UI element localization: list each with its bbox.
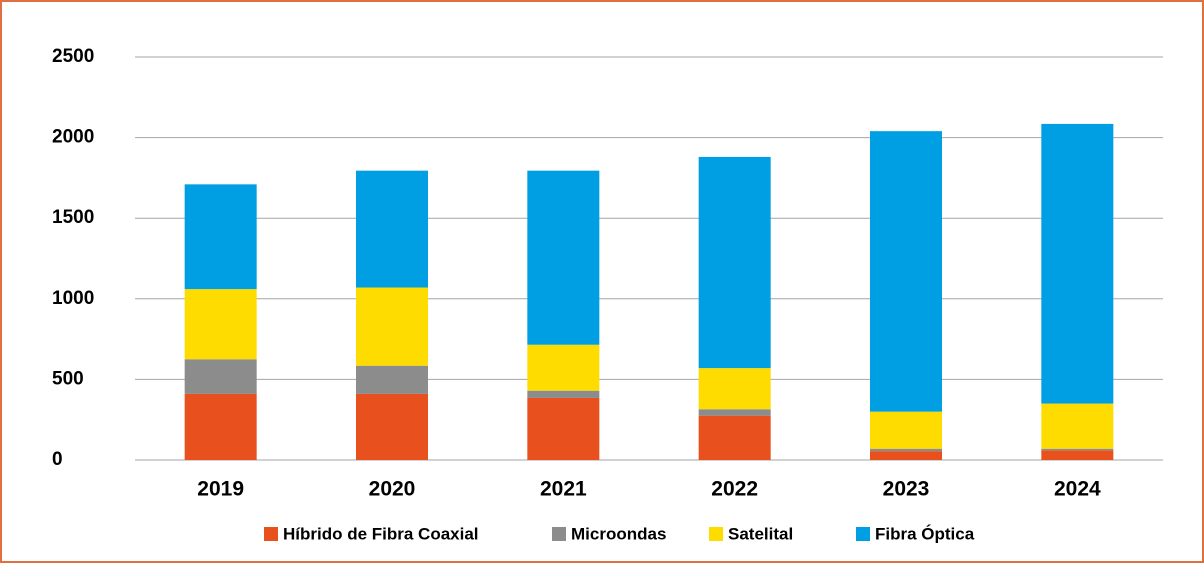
bar-segment (184, 359, 257, 394)
bar-segment (527, 344, 600, 391)
legend-label: Híbrido de Fibra Coaxial (283, 524, 479, 543)
bar-segment (870, 451, 942, 460)
bar-segment (184, 393, 257, 460)
bar-segment (698, 368, 771, 410)
bar-segment (870, 448, 942, 452)
bar-segment (184, 289, 257, 360)
x-tick-label: 2024 (1054, 478, 1101, 501)
bar-segment (698, 156, 771, 369)
bar-segment (1041, 403, 1114, 449)
x-tick-label: 2021 (540, 478, 587, 501)
bar-segment (356, 365, 428, 394)
x-tick-label: 2019 (197, 478, 244, 501)
bar-segment (527, 390, 600, 398)
bar-segment (527, 170, 600, 345)
bar-segment (870, 411, 942, 449)
y-tick-label: 1500 (52, 207, 94, 228)
legend-swatch (552, 527, 566, 541)
bar-segment (356, 287, 428, 366)
bar-segment (1041, 450, 1114, 460)
bar-segment (1041, 448, 1114, 451)
x-tick-label: 2022 (711, 478, 758, 501)
legend-swatch (709, 527, 723, 541)
y-tick-label: 1000 (52, 288, 94, 309)
legend-label: Fibra Óptica (875, 524, 975, 543)
legend-swatch (264, 527, 278, 541)
y-tick-label: 2000 (52, 127, 94, 148)
bar-segment (698, 409, 771, 416)
legend-label: Microondas (571, 524, 666, 543)
x-tick-label: 2023 (883, 478, 930, 501)
y-tick-label: 500 (52, 368, 84, 389)
bar-segment (1041, 123, 1114, 404)
bar-segment (356, 170, 428, 288)
bar-segment (527, 397, 600, 460)
bar-segment (184, 184, 257, 290)
bar-segment (356, 393, 428, 460)
legend-label: Satelital (728, 524, 793, 543)
bar-segment (698, 415, 771, 460)
x-tick-label: 2020 (369, 478, 416, 501)
y-tick-label: 2500 (52, 46, 94, 67)
bar-segment (870, 131, 942, 412)
legend-swatch (856, 527, 870, 541)
y-tick-label: 0 (52, 449, 63, 470)
